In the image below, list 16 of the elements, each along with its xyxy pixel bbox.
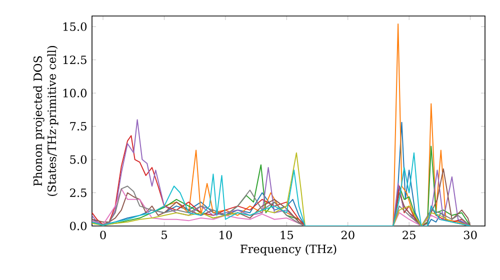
- y-tick-label: 10.0: [63, 88, 87, 98]
- x-tick-label: 20: [341, 230, 354, 240]
- x-tick-label: 5: [162, 230, 167, 240]
- y-tick-label: 15.0: [63, 22, 87, 31]
- y-tick-label: 2.5: [70, 188, 86, 198]
- x-tick-label: 25: [402, 230, 416, 240]
- y-tick-label: 0.0: [70, 222, 87, 230]
- y-tick-label: 12.5: [63, 56, 86, 64]
- x-tick-label: 30: [464, 230, 477, 240]
- y-axis-title: Phonon projected DOS (States/THz·primitive cell): [33, 46, 58, 196]
- x-tick-label: 15: [280, 230, 293, 240]
- x-tick-label: 10: [220, 230, 232, 240]
- y-tick-label: 7.5: [70, 122, 86, 131]
- x-tick-label: 0: [100, 230, 106, 240]
- y-tick-label: 5.0: [70, 155, 87, 164]
- x-axis-title: Frequency (THz): [240, 244, 336, 256]
